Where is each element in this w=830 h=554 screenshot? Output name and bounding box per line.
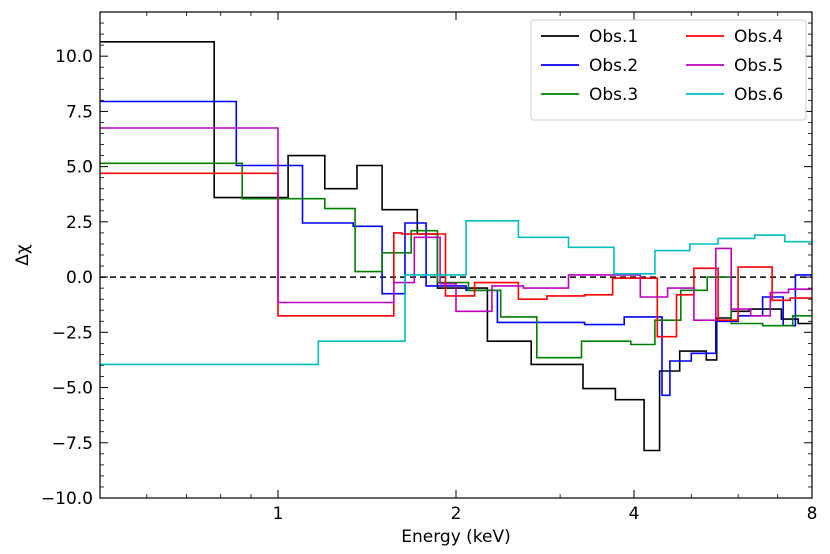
series-line-obs-5 <box>100 127 812 321</box>
legend-box <box>530 19 807 121</box>
legend-label-obs-2: Obs.2 <box>589 56 638 76</box>
x-tick-label: 4 <box>629 504 640 524</box>
y-tick-label: 5.0 <box>66 158 93 178</box>
y-tick-label: −2.5 <box>52 323 93 343</box>
y-tick-label: −10.0 <box>41 489 93 509</box>
ticks-layer: −10.0 −7.5 −5.0 −2.5 0.0 2.5 5.0 7.5 10.0 1 2 4 8 <box>41 11 818 524</box>
legend-label-obs-3: Obs.3 <box>589 85 638 105</box>
y-tick-label: −7.5 <box>52 434 93 454</box>
legend-label-obs-5: Obs.5 <box>734 56 783 76</box>
x-tick-label: 1 <box>273 504 284 524</box>
legend-label-obs-4: Obs.4 <box>734 27 783 47</box>
series-line-obs-6 <box>100 220 812 366</box>
x-tick-label: 2 <box>451 504 462 524</box>
series-line-obs-3 <box>100 162 812 359</box>
y-tick-label: 7.5 <box>66 102 93 122</box>
y-tick-label: 0.0 <box>66 268 93 288</box>
plot-frame <box>99 11 813 499</box>
legend-label-obs-1: Obs.1 <box>589 27 638 47</box>
legend: Obs.1 Obs.2 Obs.3 Obs.4 Obs.5 Obs.6 <box>530 19 807 121</box>
y-axis-label: Δχ <box>13 244 33 266</box>
x-tick-label: 8 <box>807 504 818 524</box>
series-layer <box>100 41 812 452</box>
y-tick-label: −5.0 <box>52 379 93 399</box>
legend-label-obs-6: Obs.6 <box>734 85 783 105</box>
y-tick-label: 2.5 <box>66 213 93 233</box>
y-tick-label: 10.0 <box>55 47 93 67</box>
x-axis-label: Energy (keV) <box>401 527 511 547</box>
series-line-obs-4 <box>100 172 812 338</box>
